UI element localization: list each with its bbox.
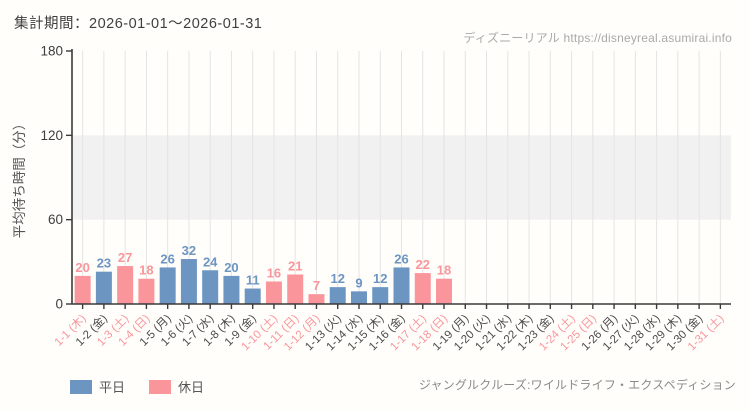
- bar-holiday: [414, 273, 431, 304]
- y-tick-label: 60: [48, 212, 63, 227]
- report-period-title: 集計期間：2026-01-01～2026-01-31: [14, 16, 263, 32]
- bar-weekday: [350, 291, 367, 304]
- bar-value-label: 16: [267, 266, 281, 281]
- bar-value-label: 22: [416, 257, 430, 272]
- holiday-color-swatch: [149, 379, 172, 394]
- weekday-color-swatch: [70, 379, 92, 394]
- bar-value-label: 26: [160, 251, 174, 266]
- bar-value-label: 7: [313, 278, 320, 293]
- bar-value-label: 20: [224, 260, 238, 275]
- bar-holiday: [436, 278, 453, 304]
- bar-value-label: 23: [97, 256, 111, 271]
- bar-value-label: 18: [437, 263, 451, 278]
- bar-weekday: [223, 275, 240, 304]
- legend-label-weekday: 平日: [99, 380, 126, 395]
- bar-weekday: [393, 267, 410, 304]
- site-watermark: ディズニーリアル https://disneyreal.asumirai.inf…: [463, 31, 732, 45]
- bar-holiday: [308, 294, 325, 304]
- bar-value-label: 12: [373, 271, 387, 286]
- bar-value-label: 26: [394, 251, 408, 266]
- bar-value-label: 12: [330, 271, 344, 286]
- bar-weekday: [159, 267, 176, 304]
- y-tick-label: 180: [40, 44, 63, 59]
- bar-value-label: 20: [75, 260, 89, 275]
- bar-holiday: [117, 266, 134, 304]
- bar-holiday: [287, 274, 304, 304]
- y-axis-title: 平均待ち時間（分）: [12, 117, 27, 239]
- bar-value-label: 32: [182, 243, 196, 258]
- bar-weekday: [202, 270, 219, 304]
- bar-value-label: 18: [139, 263, 153, 278]
- bar-weekday: [329, 287, 346, 304]
- bar-holiday: [74, 275, 91, 304]
- y-tick-label: 0: [55, 297, 63, 312]
- legend-item-weekday: 平日: [70, 377, 125, 396]
- bar-weekday: [372, 287, 389, 304]
- bar-holiday: [265, 281, 282, 304]
- bar-weekday: [244, 288, 261, 304]
- bar-value-label: 9: [355, 275, 362, 290]
- bar-weekday: [95, 271, 112, 304]
- bar-value-label: 21: [288, 258, 302, 273]
- attraction-name: ジャングルクルーズ:ワイルドライフ・エクスペディション: [418, 378, 736, 392]
- legend-label-holiday: 休日: [178, 380, 205, 395]
- legend-item-holiday: 休日: [149, 377, 204, 396]
- bar-value-label: 24: [203, 254, 218, 269]
- chart-legend: 平日 休日: [70, 377, 204, 396]
- y-tick-label: 120: [40, 128, 63, 143]
- bar-weekday: [180, 259, 197, 304]
- bar-value-label: 11: [246, 273, 260, 288]
- bar-value-label: 27: [118, 250, 132, 265]
- bar-holiday: [138, 278, 155, 304]
